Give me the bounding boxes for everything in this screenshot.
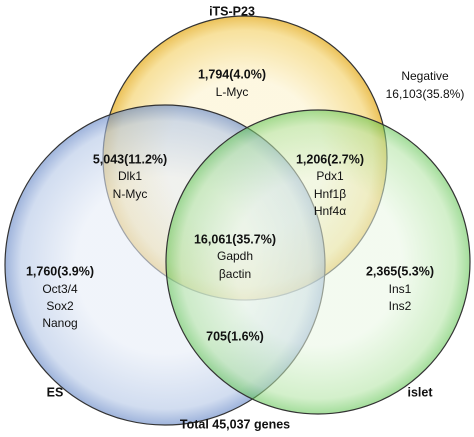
gene: Ins2 xyxy=(389,299,412,313)
region-count: 705(1.6%) xyxy=(206,329,264,343)
footer: Total 45,037 genes xyxy=(180,417,290,431)
gene: Hnf4α xyxy=(314,204,346,218)
negative-count: 16,103(35.8%) xyxy=(386,87,465,101)
gene: Pdx1 xyxy=(316,169,344,183)
set-circle-islet xyxy=(165,109,471,415)
gene: Ins1 xyxy=(389,282,412,296)
gene: βactin xyxy=(219,267,251,281)
gene: Sox2 xyxy=(46,299,74,313)
gene: L-Myc xyxy=(216,85,249,99)
set-label: iTS-P23 xyxy=(209,4,255,18)
set-label: islet xyxy=(407,385,433,399)
gene: Dlk1 xyxy=(118,169,142,183)
region-count: 1,794(4.0%) xyxy=(198,67,266,81)
region-count: 5,043(11.2%) xyxy=(93,152,167,166)
gene: Hnf1β xyxy=(314,187,346,201)
negative-label: Negative xyxy=(401,69,449,83)
region-count: 2,365(5.3%) xyxy=(366,264,434,278)
region-count: 1,206(2.7%) xyxy=(296,152,364,166)
set-label: ES xyxy=(47,385,64,399)
gene: N-Myc xyxy=(113,187,148,201)
region-count: 1,760(3.9%) xyxy=(26,264,94,278)
gene: Oct3/4 xyxy=(42,282,78,296)
region-count: 16,061(35.7%) xyxy=(194,232,276,246)
gene: Nanog xyxy=(42,316,77,330)
gene: Gapdh xyxy=(217,249,253,263)
